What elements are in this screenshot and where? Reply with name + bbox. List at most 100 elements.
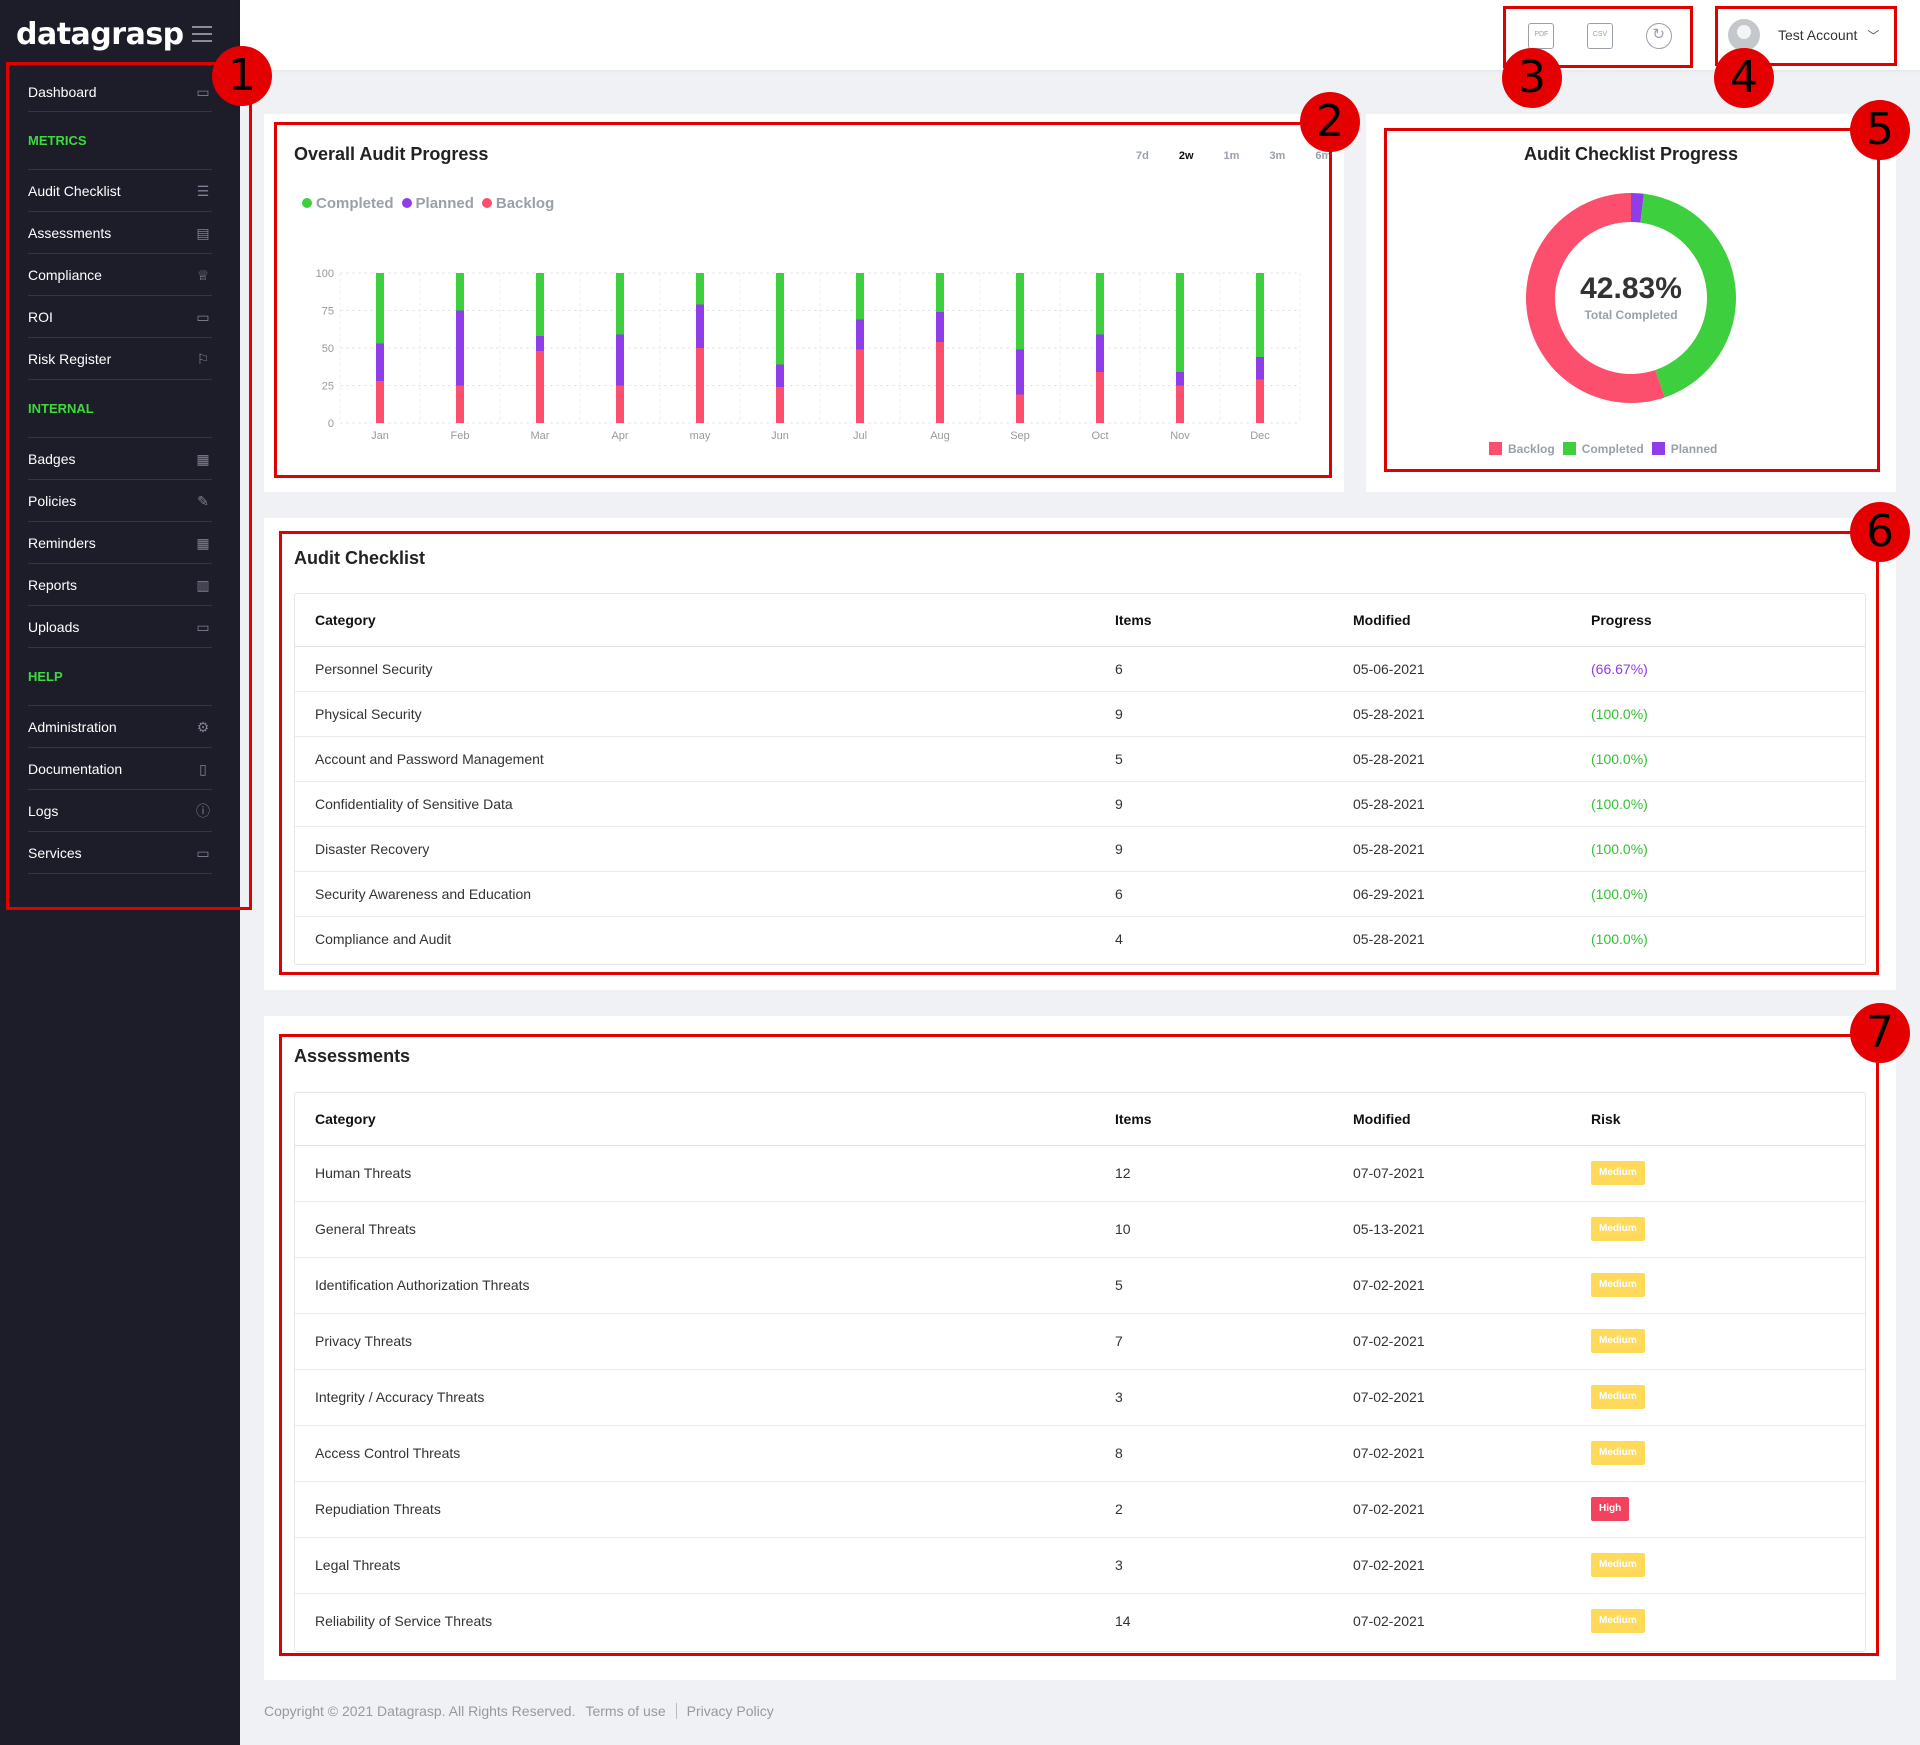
bar-planned-aug xyxy=(936,312,944,342)
book-icon: ▤ xyxy=(196,224,210,241)
sidebar-item-roi[interactable]: ROI ▭ xyxy=(28,296,212,338)
risk-badge: High xyxy=(1591,1497,1630,1521)
cell-category: Account and Password Management xyxy=(295,736,1095,782)
table-row[interactable]: General Threats 10 05-13-2021 Medium xyxy=(295,1201,1865,1258)
column-header-items[interactable]: Items xyxy=(1095,1093,1333,1146)
table-row[interactable]: Personnel Security 6 05-06-2021 (66.67%) xyxy=(295,646,1865,692)
bar-completed-sep xyxy=(1016,273,1024,350)
sidebar-item-dashboard[interactable]: Dashboard ▭ xyxy=(28,72,212,112)
table-row[interactable]: Access Control Threats 8 07-02-2021 Medium xyxy=(295,1425,1865,1482)
column-header-modified[interactable]: Modified xyxy=(1333,594,1571,647)
sidebar-item-policies[interactable]: Policies ✎ xyxy=(28,480,212,522)
table-row[interactable]: Compliance and Audit 4 05-28-2021 (100.0%) xyxy=(295,916,1865,961)
x-tick-label: Sep xyxy=(1010,430,1030,442)
risk-badge: Medium xyxy=(1591,1609,1645,1634)
donut-legend-planned[interactable]: Planned xyxy=(1651,442,1717,456)
range-7d[interactable]: 7d xyxy=(1136,150,1149,162)
y-tick-label: 25 xyxy=(322,381,334,393)
sidebar-item-badges[interactable]: Badges ▦ xyxy=(28,438,212,480)
sidebar-item-risk-register[interactable]: Risk Register ⚐ xyxy=(28,338,212,380)
table-row[interactable]: Legal Threats 3 07-02-2021 Medium xyxy=(295,1537,1865,1594)
avatar xyxy=(1728,19,1760,51)
sidebar-item-label: Policies xyxy=(28,492,77,509)
cell-category: Legal Threats xyxy=(295,1537,1095,1594)
bar-planned-dec xyxy=(1256,357,1264,380)
legend-planned[interactable]: Planned xyxy=(401,195,474,212)
privacy-link[interactable]: Privacy Policy xyxy=(686,1703,774,1719)
cell-items: 4 xyxy=(1115,930,1123,947)
refresh-icon[interactable]: ↻ xyxy=(1645,23,1672,49)
table-row[interactable]: Confidentiality of Sensitive Data 9 05-28-… xyxy=(295,781,1865,827)
column-header-progress[interactable]: Progress xyxy=(1571,594,1865,647)
table-row[interactable]: Integrity / Accuracy Threats 3 07-02-2021 M… xyxy=(295,1369,1865,1426)
sidebar-nav: Dashboard ▭ METRICS Audit Checklist ☰ Assessm… xyxy=(28,72,212,874)
range-1m[interactable]: 1m xyxy=(1223,150,1240,162)
column-header-risk[interactable]: Risk xyxy=(1571,1093,1865,1146)
table-row[interactable]: Privacy Threats 7 07-02-2021 Medium xyxy=(295,1313,1865,1370)
legend-completed[interactable]: Completed xyxy=(302,195,394,212)
terms-link[interactable]: Terms of use xyxy=(585,1703,666,1719)
table-row[interactable]: Physical Security 9 05-28-2021 (100.0%) xyxy=(295,691,1865,737)
monitor-icon: ▭ xyxy=(196,83,210,100)
y-tick-label: 0 xyxy=(328,418,334,430)
table-row[interactable]: Disaster Recovery 9 05-28-2021 (100.0%) xyxy=(295,826,1865,872)
sidebar-item-audit-checklist[interactable]: Audit Checklist ☰ xyxy=(28,170,212,212)
sidebar-item-assessments[interactable]: Assessments ▤ xyxy=(28,212,212,254)
donut-legend: Backlog Completed Planned xyxy=(1489,442,1717,456)
sidebar-item-reports[interactable]: Reports ▥ xyxy=(28,564,212,606)
bar-chart-icon: ▥ xyxy=(196,576,210,593)
legend-backlog[interactable]: Backlog xyxy=(481,195,554,212)
chevron-down-icon: ﹀ xyxy=(1867,28,1880,43)
sidebar-item-logs[interactable]: Logs ⓘ xyxy=(28,790,212,832)
bar-completed-nov xyxy=(1176,273,1184,372)
csv-export-icon[interactable]: CSV xyxy=(1586,23,1613,49)
bar-completed-aug xyxy=(936,273,944,312)
column-header-category[interactable]: Category xyxy=(295,594,1095,647)
pdf-export-icon[interactable]: PDF xyxy=(1528,23,1555,49)
hamburger-menu-icon[interactable] xyxy=(191,26,212,42)
column-header-modified[interactable]: Modified xyxy=(1333,1093,1571,1146)
donut-slice-completed xyxy=(1640,193,1736,398)
progress-value: (100.0%) xyxy=(1591,705,1648,722)
audit-progress-card: Overall Audit Progress xyxy=(264,114,1344,492)
cell-modified: 07-02-2021 xyxy=(1333,1369,1571,1426)
range-6m[interactable]: 6m xyxy=(1315,150,1332,162)
sidebar-item-reminders[interactable]: Reminders ▦ xyxy=(28,522,212,564)
table-row[interactable]: Identification Authorization Threats 5 07-… xyxy=(295,1257,1865,1314)
sidebar-item-services[interactable]: Services ▭ xyxy=(28,832,212,874)
file-icon: ▯ xyxy=(199,760,207,777)
x-tick-label: may xyxy=(690,430,711,442)
brand-logo[interactable]: datagrasp xyxy=(16,14,216,54)
table-row[interactable]: Repudiation Threats 2 07-02-2021 High xyxy=(295,1481,1865,1538)
info-icon: ⓘ xyxy=(196,802,210,819)
table-row[interactable]: Security Awareness and Education 6 06-29-2… xyxy=(295,871,1865,917)
column-header-items[interactable]: Items xyxy=(1095,594,1333,647)
table-row[interactable]: Reliability of Service Threats 14 07-02-20… xyxy=(295,1593,1865,1649)
account-menu[interactable]: Test Account ﹀ xyxy=(1728,12,1898,58)
sidebar-item-compliance[interactable]: Compliance ♕ xyxy=(28,254,212,296)
sidebar-item-label: Compliance xyxy=(28,266,102,283)
column-header-category[interactable]: Category xyxy=(295,1093,1095,1146)
range-3m[interactable]: 3m xyxy=(1269,150,1286,162)
progress-value: (100.0%) xyxy=(1591,930,1648,947)
donut-legend-completed[interactable]: Completed xyxy=(1562,442,1644,456)
sidebar-item-uploads[interactable]: Uploads ▭ xyxy=(28,606,212,648)
cell-modified: 06-29-2021 xyxy=(1333,871,1571,917)
range-2w[interactable]: 2w xyxy=(1178,150,1194,162)
cell-items: 12 xyxy=(1095,1145,1333,1202)
table-row[interactable]: Account and Password Management 5 05-28-20… xyxy=(295,736,1865,782)
cell-progress: (100.0%) xyxy=(1571,871,1865,917)
bar-completed-feb xyxy=(456,273,464,311)
bar-planned-oct xyxy=(1096,334,1104,372)
cell-modified: 05-28-2021 xyxy=(1333,781,1571,827)
bar-planned-sep xyxy=(1016,349,1024,395)
donut-legend-backlog[interactable]: Backlog xyxy=(1489,442,1555,456)
range-selector: 7d 2w 1m 3m 6m xyxy=(1136,150,1331,162)
assessments-table: Category Items Modified Risk Human Threats 1… xyxy=(294,1092,1866,1652)
risk-badge: Medium xyxy=(1591,1553,1645,1577)
table-row[interactable]: Human Threats 12 07-07-2021 Medium xyxy=(295,1145,1865,1202)
sidebar-item-administration[interactable]: Administration ⚙ xyxy=(28,706,212,748)
sidebar-item-documentation[interactable]: Documentation ▯ xyxy=(28,748,212,790)
checklist-donut-chart xyxy=(1526,193,1736,403)
cell-category: Access Control Threats xyxy=(295,1425,1095,1482)
